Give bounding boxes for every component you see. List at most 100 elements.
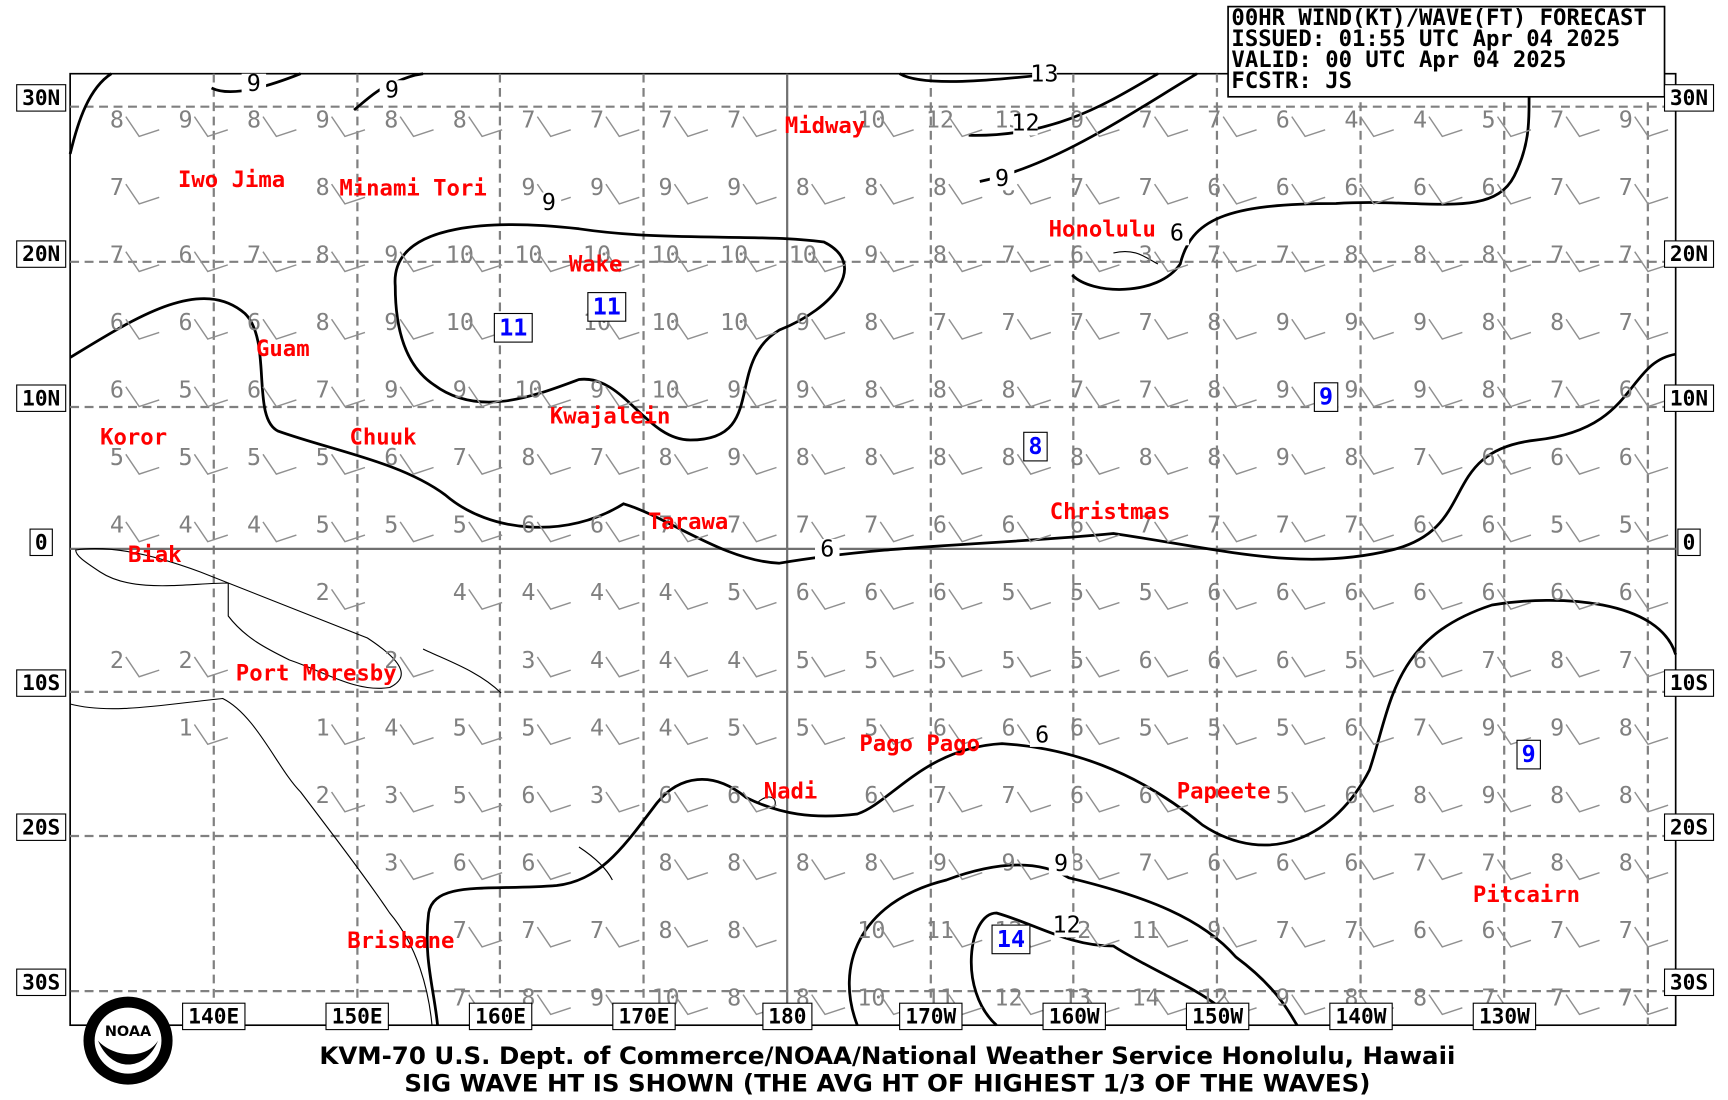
wind-barb bbox=[536, 656, 571, 678]
wave-height: 7 bbox=[1139, 512, 1153, 539]
wind-barb bbox=[1428, 791, 1463, 813]
wave-height: 8 bbox=[316, 242, 330, 269]
wind-barb bbox=[742, 926, 777, 948]
wave-height: 7 bbox=[1482, 850, 1496, 877]
wave-height: 12 bbox=[994, 985, 1022, 1012]
lon-box bbox=[1472, 1002, 1537, 1031]
wave-height: 8 bbox=[110, 107, 124, 134]
wind-barb bbox=[1565, 791, 1600, 813]
wind-barb bbox=[742, 318, 777, 340]
lat-box bbox=[1663, 84, 1715, 112]
wind-barb bbox=[1153, 251, 1189, 273]
wind-barb bbox=[879, 116, 914, 138]
wave-height: 5 bbox=[1619, 512, 1633, 539]
wind-barb bbox=[1634, 724, 1669, 746]
wave-height: 8 bbox=[864, 174, 878, 201]
wave-height: 5 bbox=[1207, 714, 1221, 741]
wave-height: 6 bbox=[1413, 579, 1427, 606]
wind-barb bbox=[1428, 183, 1463, 205]
wave-height: 1 bbox=[316, 714, 330, 741]
contour-label: 6 bbox=[1170, 220, 1184, 247]
wave-height: 9 bbox=[384, 242, 398, 269]
lat-box bbox=[1677, 528, 1701, 557]
wind-barb bbox=[193, 116, 229, 138]
wind-barb bbox=[193, 453, 229, 475]
wind-barb bbox=[1016, 588, 1052, 611]
wave-height: 6 bbox=[1276, 107, 1290, 134]
wind-barb bbox=[1359, 386, 1394, 408]
lat-box bbox=[1663, 813, 1715, 841]
wave-height: 5 bbox=[1276, 714, 1290, 741]
contour-label-bg bbox=[1029, 724, 1055, 747]
wave-height: 6 bbox=[1276, 174, 1290, 201]
wind-barb bbox=[468, 386, 503, 408]
wave-height: 9 bbox=[384, 309, 398, 336]
wave-height: 7 bbox=[1619, 647, 1633, 674]
wave-height: 8 bbox=[1413, 782, 1427, 809]
contour-label: 6 bbox=[820, 536, 834, 563]
wind-barb bbox=[948, 183, 983, 205]
place-name: Biak bbox=[128, 542, 182, 568]
wave-height: 7 bbox=[1413, 444, 1427, 471]
wave-height: 9 bbox=[316, 107, 330, 134]
wind-barb bbox=[399, 453, 434, 475]
contour-label: 9 bbox=[385, 77, 399, 104]
wind-barb bbox=[399, 859, 434, 881]
maximum-box bbox=[1313, 382, 1339, 412]
wind-barb bbox=[879, 588, 914, 611]
place-name: Koror bbox=[100, 424, 167, 450]
wind-barb bbox=[1291, 116, 1326, 138]
wave-height: 7 bbox=[933, 782, 947, 809]
wind-barb bbox=[1085, 926, 1120, 948]
wave-height: 4 bbox=[247, 512, 261, 539]
wind-barb bbox=[1153, 521, 1189, 543]
wave-height: 3 bbox=[521, 647, 535, 674]
wind-barb bbox=[1565, 318, 1600, 340]
wind-barb bbox=[811, 656, 846, 678]
wave-height: 8 bbox=[796, 444, 810, 471]
wind-barb bbox=[399, 251, 434, 273]
wind-barb bbox=[399, 724, 434, 746]
wave-height: 6 bbox=[1344, 714, 1358, 741]
longitude-label: 150E bbox=[332, 1004, 383, 1029]
wind-barb bbox=[330, 453, 366, 475]
wind-barb bbox=[1085, 588, 1120, 611]
wind-barb bbox=[1016, 656, 1052, 678]
wind-barb bbox=[193, 656, 229, 678]
latitude-label: 20S bbox=[22, 814, 60, 839]
wind-barb bbox=[1153, 453, 1189, 475]
wind-barb bbox=[1428, 251, 1463, 273]
maximum-value: 11 bbox=[499, 314, 527, 341]
wind-barb bbox=[536, 859, 571, 881]
wave-height: 5 bbox=[453, 782, 467, 809]
wave-height: 7 bbox=[590, 444, 604, 471]
wave-height: 5 bbox=[1344, 647, 1358, 674]
lat-box bbox=[1663, 240, 1715, 268]
wave-height: 7 bbox=[1001, 782, 1015, 809]
wave-height: 10 bbox=[857, 985, 885, 1012]
contour-label-bg bbox=[1013, 113, 1038, 136]
place-name: Port Moresby bbox=[236, 661, 397, 687]
place-name: Iwo Jima bbox=[178, 167, 285, 193]
wind-barb bbox=[605, 251, 640, 273]
wind-barb bbox=[811, 994, 846, 1016]
wind-barb bbox=[468, 791, 503, 813]
wave-height: 6 bbox=[1550, 444, 1564, 471]
wave-height: 6 bbox=[1207, 850, 1221, 877]
wave-height: 7 bbox=[933, 309, 947, 336]
wave-height: 7 bbox=[659, 512, 673, 539]
wind-barb bbox=[1153, 791, 1189, 813]
wind-barb bbox=[1634, 183, 1669, 205]
wave-height: 7 bbox=[1619, 917, 1633, 944]
wave-height: 12 bbox=[926, 107, 954, 134]
wave-height: 9 bbox=[1070, 107, 1084, 134]
wave-height: 7 bbox=[1276, 917, 1290, 944]
wind-barb bbox=[1428, 656, 1463, 678]
wave-height: 6 bbox=[1344, 579, 1358, 606]
wind-barb bbox=[399, 791, 434, 813]
wave-height: 7 bbox=[453, 444, 467, 471]
latitude-label: 30N bbox=[1670, 85, 1708, 110]
wind-barb bbox=[536, 588, 571, 611]
lat-box bbox=[16, 813, 67, 841]
